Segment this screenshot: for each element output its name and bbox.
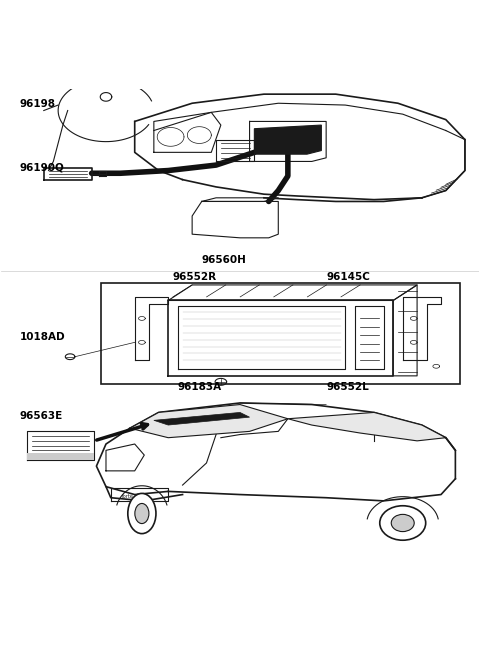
Text: 96552L: 96552L bbox=[326, 382, 369, 392]
Polygon shape bbox=[154, 413, 250, 425]
Text: 96190Q: 96190Q bbox=[20, 163, 65, 173]
Text: forte: forte bbox=[121, 493, 133, 499]
Bar bbox=[27, 453, 94, 460]
Ellipse shape bbox=[135, 503, 149, 523]
Ellipse shape bbox=[391, 514, 414, 531]
Text: 96198: 96198 bbox=[20, 99, 56, 109]
Ellipse shape bbox=[380, 506, 426, 541]
Ellipse shape bbox=[128, 493, 156, 533]
Polygon shape bbox=[254, 125, 322, 154]
Polygon shape bbox=[288, 413, 446, 441]
Text: 96560H: 96560H bbox=[202, 255, 247, 266]
Bar bbox=[101, 283, 460, 384]
Polygon shape bbox=[130, 405, 288, 438]
Text: 96552R: 96552R bbox=[173, 272, 217, 282]
Text: 96563E: 96563E bbox=[20, 411, 63, 420]
Text: 96183A: 96183A bbox=[178, 382, 222, 392]
Text: 96145C: 96145C bbox=[326, 272, 370, 282]
Text: 1018AD: 1018AD bbox=[20, 332, 65, 342]
